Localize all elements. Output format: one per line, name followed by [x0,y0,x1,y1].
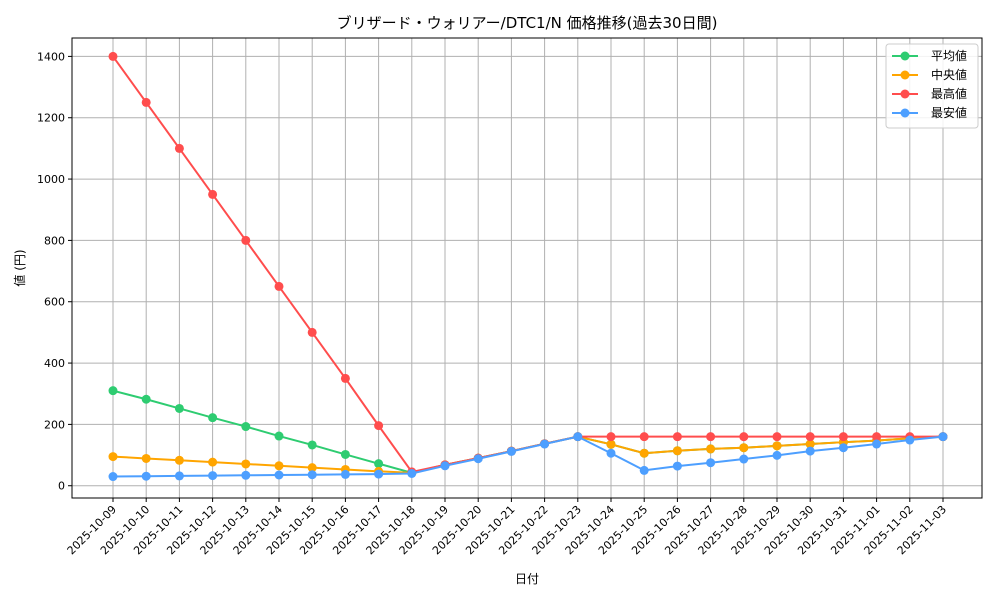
data-point [606,448,616,458]
data-point [174,403,184,413]
data-point [274,461,284,471]
data-point [241,422,251,432]
data-point [639,432,649,442]
data-point [141,394,151,404]
x-axis-label: 日付 [515,572,539,586]
series-line-2 [112,55,943,474]
data-point [739,432,749,442]
data-point [340,469,350,479]
y-tick-label: 400 [44,357,65,370]
data-point [208,189,218,199]
data-point [872,432,882,442]
data-point [772,432,782,442]
data-point [938,432,948,442]
data-point [174,455,184,465]
data-point [307,440,317,450]
data-point [540,439,550,449]
data-point [805,439,815,449]
data-point [274,470,284,480]
data-point [573,432,583,442]
data-point [208,413,218,423]
data-point [208,457,218,467]
chart-title: ブリザード・ウォリアー/DTC1/N 価格推移(過去30日間) [337,14,718,32]
data-point [672,461,682,471]
y-tick-label: 800 [44,234,65,247]
data-point [141,471,151,481]
data-point [307,470,317,480]
plot-frame [71,37,983,499]
data-point [473,454,483,464]
data-point [108,472,118,482]
data-point [805,432,815,442]
y-tick-label: 1400 [37,50,65,63]
data-point [739,443,749,453]
series-line-0 [112,389,944,474]
data-point [241,459,251,469]
legend-box [885,43,979,129]
legend-label: 最高値 [931,86,967,101]
data-point [108,51,118,61]
legend-label: 平均値 [931,48,967,63]
legend-label: 最安値 [931,105,967,120]
data-point [340,449,350,459]
data-point [905,435,915,445]
data-point [639,465,649,475]
y-tick-label: 200 [44,418,65,431]
data-point [838,432,848,442]
series-line-3 [112,435,944,478]
data-point [141,97,151,107]
legend-marker [900,70,910,80]
data-point [838,443,848,453]
legend-marker [900,89,910,99]
data-point [440,461,450,471]
data-point [374,421,384,431]
data-point [241,470,251,480]
data-point [141,453,151,463]
data-point [241,235,251,245]
data-point [706,458,716,468]
data-point [772,441,782,451]
data-point [274,431,284,441]
data-point [672,432,682,442]
data-point [174,143,184,153]
data-point [108,452,118,462]
data-point [506,446,516,456]
data-point [174,471,184,481]
data-point [706,444,716,454]
data-point [706,432,716,442]
data-point [108,386,118,396]
series-line-1 [112,435,944,474]
data-point [639,448,649,458]
data-point [772,450,782,460]
y-tick-label: 600 [44,296,65,309]
legend-marker [900,108,910,118]
y-tick-label: 1200 [37,112,65,125]
data-point [872,439,882,449]
data-point [739,454,749,464]
data-point [274,281,284,291]
legend-label: 中央値 [931,67,967,82]
data-point [672,446,682,456]
legend-marker [900,51,910,61]
data-point [374,469,384,479]
data-point [307,463,317,473]
data-point [606,432,616,442]
y-tick-label: 1000 [37,173,65,186]
y-tick-label: 0 [58,480,65,493]
data-point [340,373,350,383]
data-point [606,439,616,449]
data-point [407,468,417,478]
data-point [805,446,815,456]
data-point [374,459,384,469]
data-point [208,471,218,481]
data-point [307,327,317,337]
y-axis-label: 値 (円) [12,249,27,286]
